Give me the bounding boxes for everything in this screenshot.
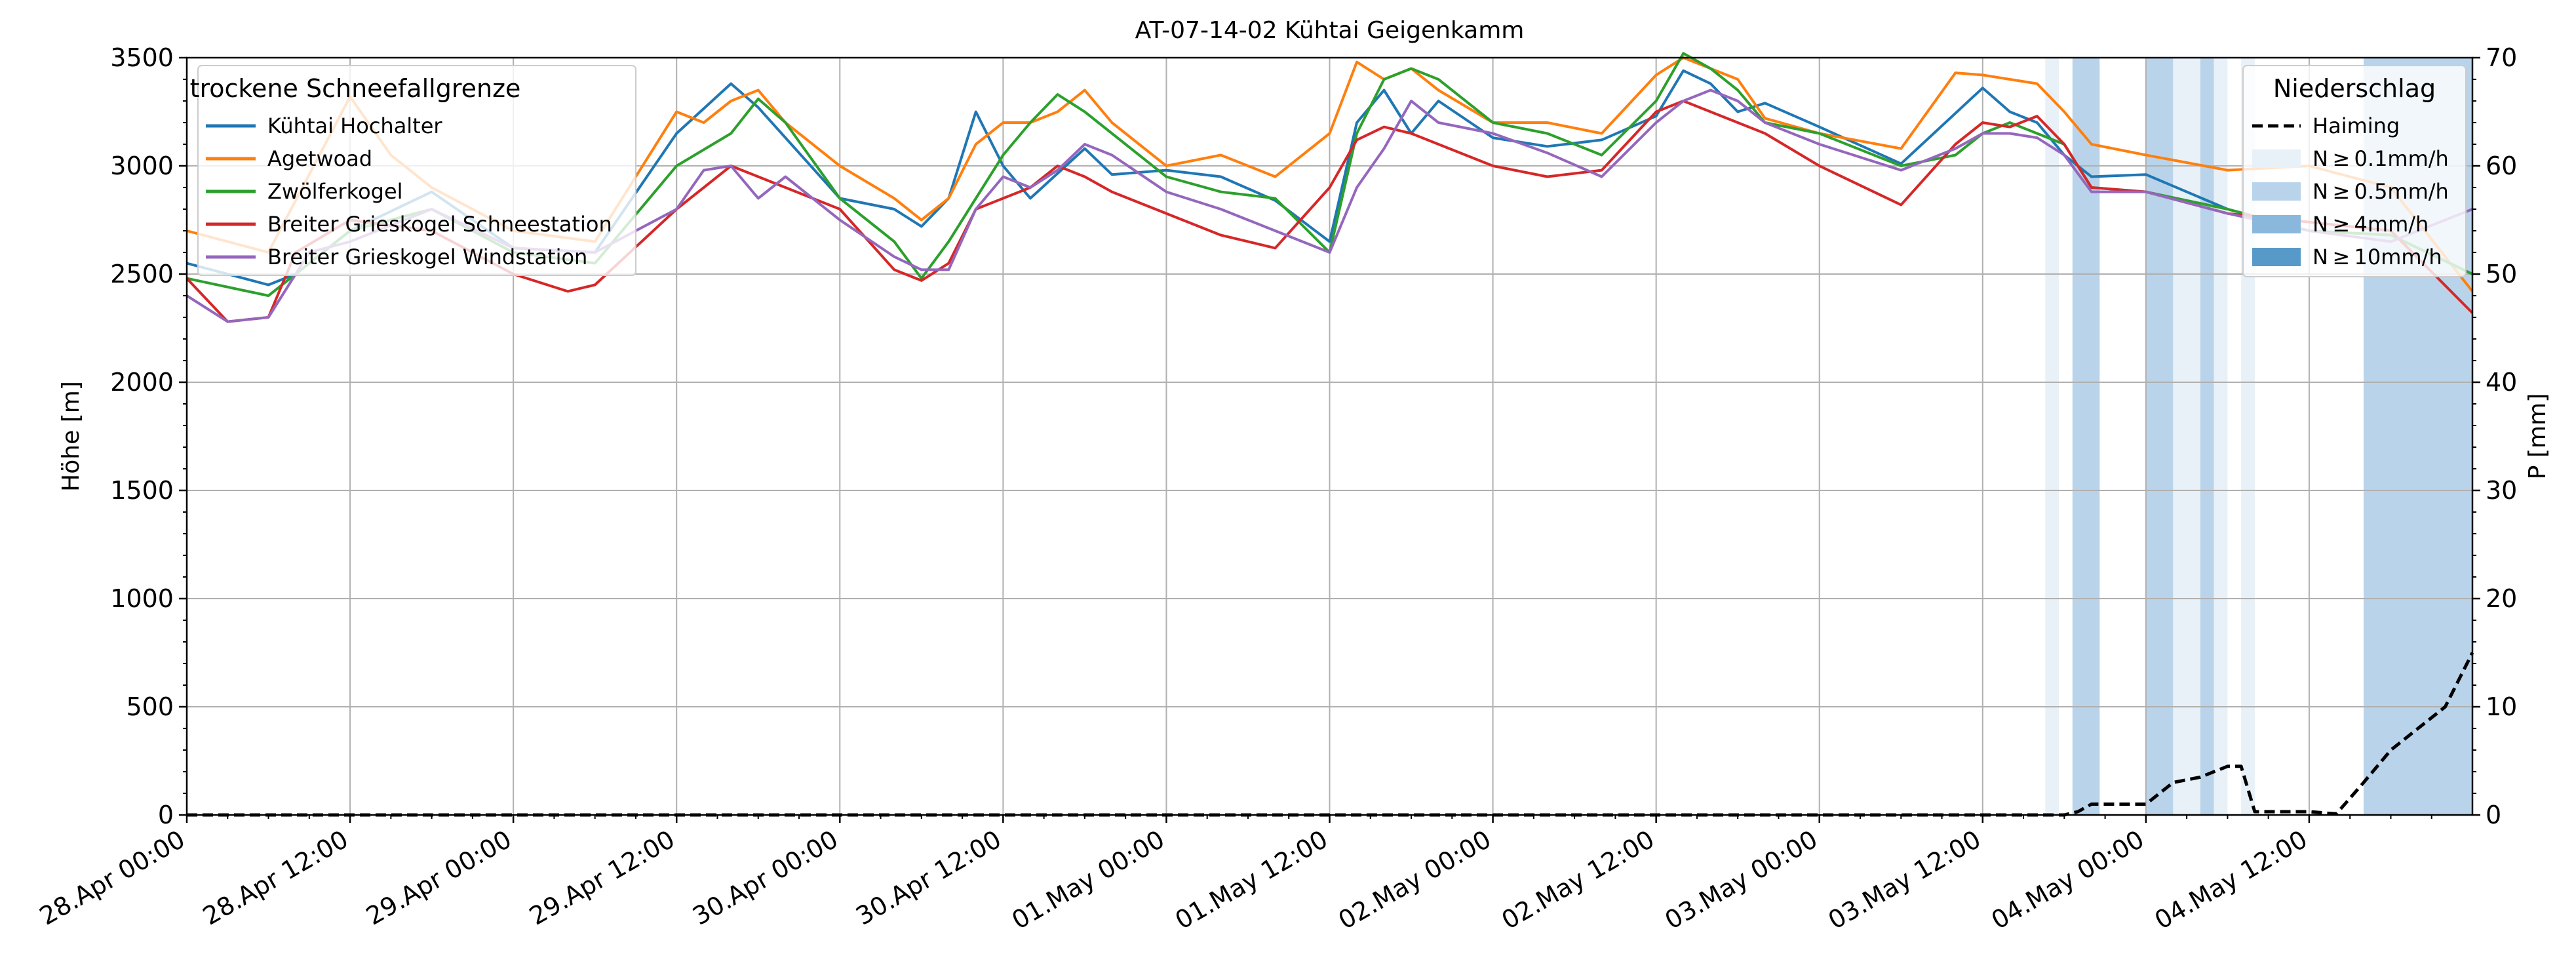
y-tick-label-right: 50 [2486,260,2517,288]
y-tick-label-left: 0 [158,801,174,829]
legend-snowfall-label: Breiter Grieskogel Schneestation [267,212,612,237]
y-tick-label-right: 10 [2486,692,2517,721]
legend-snowfall-label: Kühtai Hochalter [267,113,442,138]
y-tick-label-left: 2000 [110,368,174,397]
y-tick-label-right: 70 [2486,43,2517,72]
legend-precipitation-title: Niederschlag [2273,74,2436,103]
y-tick-label-left: 1000 [110,584,174,613]
y-tick-label-left: 3000 [110,151,174,180]
series-line [186,69,2473,287]
legend-precipitation-swatch [2252,248,2301,266]
legend-precipitation-swatch [2252,149,2301,168]
legend-snowfall-box [197,65,636,276]
legend-snowfall-label: Breiter Grieskogel Windstation [267,245,587,269]
legend-precipitation-swatch [2252,182,2301,201]
chart-title: AT-07-14-02 Kühtai Geigenkamm [1135,17,1525,44]
precip-band [2072,58,2086,815]
series-line [186,56,2474,292]
y-tick-label-left: 2500 [110,260,174,288]
series-line [187,652,2474,817]
precip-band [2086,58,2100,815]
precip-band [2045,58,2059,815]
legend-precipitation: Niederschlag Haiming N ≥ 0.1mm/h N ≥ 0.5mm… [2242,65,2467,277]
legend-precipitation-label: N ≥ 4mm/h [2313,212,2429,237]
y-tick-label-right: 30 [2486,476,2517,505]
precip-band [2145,58,2174,815]
y-axis-label-right: P [mm] [2524,393,2551,479]
y-tick-label-right: 60 [2486,151,2517,180]
legend-precipitation-swatch [2252,215,2301,233]
y-tick-label-right: 40 [2486,368,2517,397]
precip-band [2214,58,2228,815]
y-axis-label-left: Höhe [m] [58,381,85,492]
legend-snowfall: trockene Schneefallgrenze Kühtai Hochalt… [190,65,636,276]
precip-band [2200,58,2214,815]
legend-snowfall-label: Zwölferkogel [267,179,403,204]
precip-band [2173,58,2200,815]
legend-precipitation-label: Haiming [2313,113,2400,138]
series-line [185,89,2473,323]
legend-precipitation-label: N ≥ 0.5mm/h [2313,179,2449,204]
legend-snowfall-title: trockene Schneefallgrenze [190,74,521,103]
legend-snowfall-label: Agetwoad [267,146,372,171]
y-tick-label-left: 1500 [110,476,174,505]
y-tick-label-right: 0 [2486,801,2501,829]
series-line [186,52,2473,297]
series-lines [185,52,2474,817]
legend-precipitation-label: N ≥ 10mm/h [2313,245,2442,269]
y-tick-label-left: 3500 [110,43,174,72]
y-tick-label-left: 500 [126,692,174,721]
y-tick-label-right: 20 [2486,584,2517,613]
legend-precipitation-label: N ≥ 0.1mm/h [2313,146,2449,171]
